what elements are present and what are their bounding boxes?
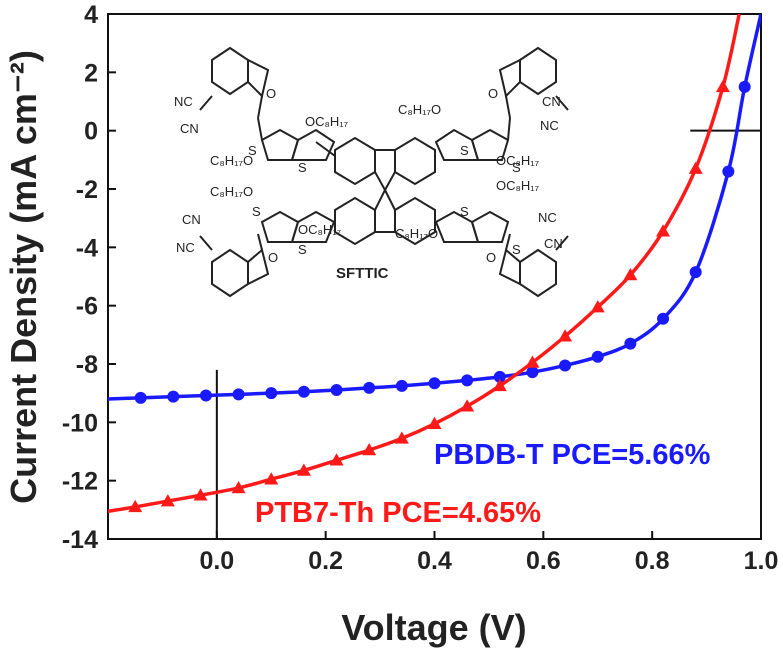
svg-text:S: S: [460, 143, 469, 158]
data-point-pbdb-t: [526, 366, 539, 379]
data-point-pbdb-t: [265, 387, 278, 400]
molecule-name: SFTTIC: [336, 265, 389, 282]
y-tick-label: 2: [84, 59, 98, 87]
svg-text:O: O: [486, 250, 496, 265]
pbdb-t-pce-label: PBDB-T PCE=5.66%: [434, 439, 711, 471]
y-tick-label: -6: [76, 293, 98, 321]
axis-ticks: 0.0 0.2 0.4 0.6 0.8 1.0 -14 -12 -10 -8 -6 -4 -2 0 2 4: [62, 1, 779, 575]
data-point-ptb7-th: [460, 399, 475, 412]
svg-text:OC₈H₁₇: OC₈H₁₇: [496, 178, 540, 193]
x-tick-label: 0.0: [199, 547, 234, 575]
data-point-ptb7-th: [296, 463, 311, 476]
data-point-pbdb-t: [199, 389, 212, 402]
svg-text:NC: NC: [538, 210, 557, 225]
data-point-pbdb-t: [493, 370, 506, 383]
data-point-ptb7-th: [160, 494, 175, 507]
svg-text:S: S: [512, 160, 521, 175]
data-point-ptb7-th: [688, 161, 703, 174]
x-tick-label: 0.6: [526, 547, 561, 575]
data-point-pbdb-t: [167, 390, 180, 403]
data-point-pbdb-t: [689, 266, 702, 279]
svg-text:O: O: [488, 86, 498, 101]
svg-text:C₈H₁₇O: C₈H₁₇O: [210, 153, 253, 168]
svg-text:NC: NC: [540, 118, 559, 133]
svg-text:O: O: [266, 86, 276, 101]
svg-text:S: S: [460, 204, 469, 219]
y-tick-label: -4: [76, 234, 98, 262]
data-point-ptb7-th: [492, 378, 507, 392]
svg-text:S: S: [252, 204, 261, 219]
svg-text:C₈H₁₇O: C₈H₁₇O: [398, 102, 441, 117]
data-point-ptb7-th: [558, 329, 573, 342]
x-tick-label: 0.2: [308, 547, 343, 575]
svg-text:OC₈H₁₇: OC₈H₁₇: [496, 153, 540, 168]
data-point-pbdb-t: [363, 381, 376, 394]
data-point-pbdb-t: [297, 385, 310, 398]
data-point-pbdb-t: [559, 359, 572, 372]
y-tick-label: 0: [84, 118, 98, 146]
svg-text:CN: CN: [544, 236, 563, 251]
data-point-pbdb-t: [395, 379, 408, 392]
y-tick-label: -8: [76, 351, 98, 379]
svg-text:S: S: [298, 160, 307, 175]
y-tick-label: -12: [62, 468, 98, 496]
data-point-pbdb-t: [428, 377, 441, 390]
ptb7-th-pce-label: PTB7-Th PCE=4.65%: [255, 497, 541, 529]
svg-text:S: S: [298, 242, 307, 257]
data-point-pbdb-t: [232, 388, 245, 401]
data-point-ptb7-th: [623, 268, 638, 281]
data-point-ptb7-th: [656, 224, 671, 237]
data-point-ptb7-th: [427, 416, 442, 430]
series-layer: [108, 14, 761, 514]
data-point-ptb7-th: [715, 79, 730, 93]
svg-text:CN: CN: [180, 121, 199, 136]
svg-text:C₈H₁₇O: C₈H₁₇O: [210, 184, 253, 199]
svg-text:CN: CN: [542, 94, 561, 109]
data-point-pbdb-t: [738, 80, 751, 93]
data-point-pbdb-t: [330, 383, 343, 396]
series-line-ptb7-th: [108, 14, 741, 514]
sfttic-structure: [199, 46, 569, 298]
x-tick-label: 0.4: [417, 547, 452, 575]
data-point-pbdb-t: [134, 391, 147, 404]
data-point-pbdb-t: [722, 165, 735, 178]
x-axis-label: Voltage (V): [341, 607, 526, 648]
y-tick-label: -2: [76, 176, 98, 204]
y-axis-label: Current Density (mA cm⁻²): [3, 50, 44, 504]
y-tick-label: -14: [62, 526, 98, 554]
svg-text:C₈H₁₇O: C₈H₁₇O: [395, 226, 438, 241]
data-point-pbdb-t: [591, 350, 604, 363]
svg-text:NC: NC: [174, 94, 193, 109]
data-point-ptb7-th: [193, 488, 208, 501]
series-line-pbdb-t: [108, 14, 761, 401]
svg-text:O: O: [268, 250, 278, 265]
svg-text:OC₈H₁₇: OC₈H₁₇: [298, 222, 342, 237]
y-tick-label: -10: [62, 409, 98, 437]
data-point-ptb7-th: [590, 300, 605, 313]
svg-text:CN: CN: [182, 212, 201, 227]
data-point-pbdb-t: [461, 374, 474, 387]
data-point-ptb7-th: [362, 443, 377, 456]
x-tick-label: 0.8: [635, 547, 670, 575]
data-point-pbdb-t: [624, 337, 637, 350]
svg-text:S: S: [248, 143, 257, 158]
data-point-ptb7-th: [128, 499, 143, 513]
svg-text:OC₈H₁₇: OC₈H₁₇: [305, 114, 349, 129]
data-point-ptb7-th: [525, 355, 540, 368]
data-point-ptb7-th: [329, 453, 344, 466]
data-point-ptb7-th: [264, 472, 279, 485]
x-tick-label: 1.0: [744, 547, 779, 575]
sfttic-labels: NC CN O CN NC O S S S S OC₈H₁₇ C₈H₁₇O C₈…: [174, 86, 563, 282]
svg-text:NC: NC: [176, 240, 195, 255]
data-point-ptb7-th: [231, 480, 246, 494]
y-tick-label: 4: [84, 1, 98, 29]
data-point-pbdb-t: [657, 312, 670, 325]
svg-text:S: S: [512, 242, 521, 257]
data-point-ptb7-th: [394, 431, 409, 444]
